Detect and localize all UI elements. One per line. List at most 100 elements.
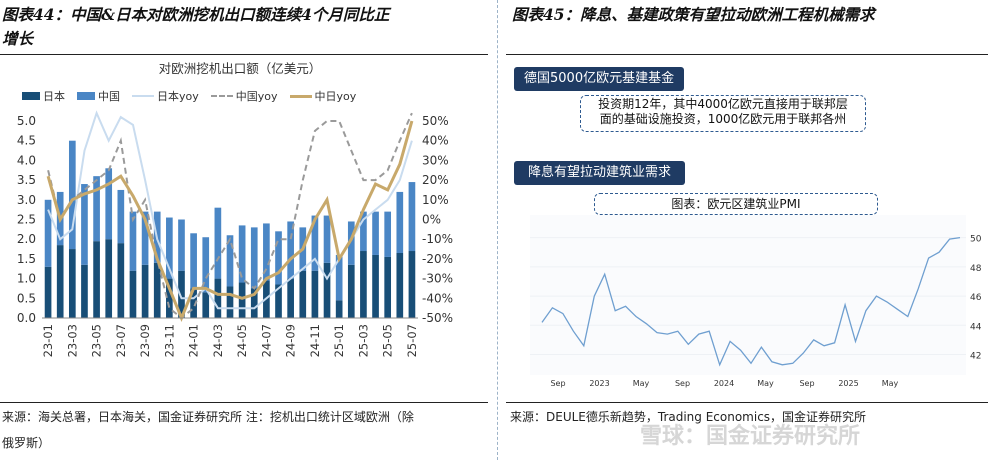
- bar-china: [335, 254, 343, 301]
- bar-japan: [117, 243, 125, 318]
- bar-china: [372, 211, 379, 255]
- bar-japan: [56, 245, 64, 318]
- bar-china: [141, 211, 149, 265]
- watermark: 雪球：国金证券研究所: [640, 424, 861, 449]
- x-tick-label: 25-03: [356, 324, 370, 357]
- x-tick-label: 25-01: [332, 324, 346, 357]
- bar-china: [396, 191, 404, 253]
- bar-japan: [68, 249, 76, 318]
- legend-item-china-yoy: 中国yoy: [210, 88, 278, 104]
- y-right-tick-label: 20%: [422, 173, 449, 187]
- bar-japan: [93, 241, 100, 318]
- x-tick-label: 23-03: [65, 324, 79, 357]
- left-chart-legend: 日本 中国 日本yoy 中国yoy 中日yoy: [22, 88, 364, 104]
- y-right-tick-label: -40%: [422, 291, 453, 305]
- y-right-tick-label: -30%: [422, 272, 453, 286]
- y-left-tick-label: 2.5: [17, 213, 36, 227]
- legend-swatch-japan-yoy: [132, 95, 154, 97]
- bar-japan: [287, 278, 294, 318]
- bar-japan: [311, 270, 319, 318]
- y-left-tick-label: 5.0: [17, 114, 36, 128]
- bar-china: [93, 176, 100, 242]
- y-right-tick-label: -50%: [422, 311, 453, 325]
- bar-china: [263, 223, 270, 281]
- right-source: 来源：DEULE德乐新趋势，Trading Economics，国金证券研究所: [510, 410, 867, 424]
- y-left-tick-label: 0.5: [17, 291, 36, 305]
- bar-japan: [129, 270, 137, 318]
- x-tick-label: 24-11: [308, 324, 322, 357]
- bar-china: [408, 182, 416, 252]
- bar-japan: [299, 270, 307, 318]
- bar-japan: [226, 286, 234, 318]
- left-title-rule: [0, 54, 488, 55]
- legend-swatch-china-yoy: [210, 95, 233, 97]
- bar-japan: [214, 278, 222, 318]
- y-left-tick-label: 3.5: [17, 173, 36, 187]
- bar-china: [238, 225, 246, 283]
- x-tick-label: 23-09: [138, 324, 152, 357]
- right-chart: 42 44 46 48 50 Sep 2023 May Sep 2024 May Sep 2025 May: [530, 215, 982, 388]
- legend-label: 中日yoy: [314, 90, 357, 103]
- legend-label: 日本yoy: [157, 90, 199, 103]
- pmi-x-tick-label: 2024: [714, 379, 734, 388]
- legend-swatch-china: [77, 92, 95, 100]
- bar-japan: [372, 254, 379, 318]
- x-tick-label: 25-07: [405, 324, 419, 357]
- bar-japan: [360, 251, 367, 318]
- y-left-tick-label: 1.5: [17, 252, 36, 266]
- investment-note-line2: 面的基础设施投资，1000亿欧元用于联邦各州: [599, 112, 847, 126]
- bar-japan: [275, 284, 282, 318]
- bar-china: [250, 227, 258, 289]
- bar-china: [287, 221, 294, 279]
- legend-swatch-sum-yoy: [289, 94, 312, 98]
- bar-japan: [141, 264, 149, 318]
- legend-item-china: 中国: [77, 88, 120, 104]
- bar-china: [44, 199, 52, 267]
- x-tick-label: 23-05: [90, 324, 104, 357]
- y-right-tick-label: -20%: [422, 252, 453, 266]
- bar-china: [117, 189, 125, 244]
- x-tick-label: 23-01: [41, 324, 55, 357]
- y-right-tick-label: 10%: [422, 193, 449, 207]
- pmi-x-tick-label: May: [757, 379, 774, 388]
- x-tick-label: 24-09: [284, 324, 298, 357]
- pmi-y-tick-label: 48: [970, 264, 982, 274]
- pmi-x-tick-label: May: [633, 379, 650, 388]
- bar-japan: [335, 300, 343, 318]
- left-chart: 0.0 0.5 1.0 1.5 2.0 2.5 3.0 3.5 4.0 4.5 5.0 -50% -40…: [17, 110, 453, 357]
- pmi-y-tick-label: 50: [970, 235, 982, 245]
- bar-china: [226, 235, 234, 287]
- bar-japan: [384, 256, 392, 318]
- bar-japan: [81, 264, 88, 318]
- pmi-x-tick-label: Sep: [675, 379, 690, 388]
- y-right-tick-label: 0%: [422, 213, 441, 227]
- bar-china: [166, 217, 173, 279]
- x-tick-label: 24-05: [235, 324, 249, 357]
- investment-note-box: 投资期12年，其中4000亿欧元直接用于联邦层 面的基础设施投资，1000亿欧元…: [580, 95, 866, 132]
- bar-china: [81, 184, 88, 265]
- y-right-tick-label: -10%: [422, 232, 453, 246]
- pmi-x-tick-label: Sep: [799, 379, 814, 388]
- right-source-rule: [506, 402, 988, 403]
- x-tick-label: 23-11: [162, 324, 176, 357]
- x-tick-label: 24-03: [211, 324, 225, 357]
- bar-china: [384, 211, 392, 257]
- y-right-tick-label: 40%: [422, 134, 449, 148]
- legend-item-japan: 日本: [22, 88, 65, 104]
- y-left-tick-label: 4.5: [17, 134, 36, 148]
- pmi-caption-box: 图表：欧元区建筑业PMI: [594, 193, 878, 215]
- legend-label: 中国yoy: [235, 90, 278, 103]
- x-tick-label: 24-01: [187, 324, 201, 357]
- x-tick-label: 23-07: [114, 324, 128, 357]
- pmi-x-tick-label: 2025: [838, 379, 858, 388]
- bar-japan: [190, 288, 197, 318]
- left-source: 来源：海关总署，日本海关，国金证券研究所 注：挖机出口统计区域欧洲（除 俄罗斯）: [2, 410, 414, 450]
- legend-swatch-japan: [22, 92, 40, 100]
- pmi-y-tick-label: 44: [970, 322, 982, 332]
- legend-item-sum-yoy: 中日yoy: [289, 88, 357, 104]
- bar-china: [105, 168, 113, 240]
- y-left-tick-label: 1.0: [17, 272, 36, 286]
- y-right-tick-label: 30%: [422, 153, 449, 167]
- line-sum-yoy: [46, 120, 414, 322]
- bar-japan: [44, 266, 52, 318]
